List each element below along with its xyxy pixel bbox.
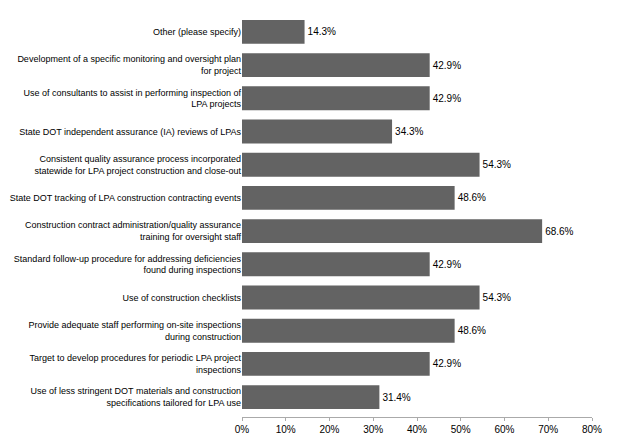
svg-text:80%: 80%: [582, 424, 602, 435]
svg-text:60%: 60%: [494, 424, 514, 435]
svg-text:Standard follow-up procedure f: Standard follow-up procedure for address…: [14, 254, 242, 276]
svg-text:Provide adequate staff perform: Provide adequate staff performing on-sit…: [29, 320, 242, 342]
svg-text:State DOT tracking of LPA cons: State DOT tracking of LPA construction c…: [10, 193, 242, 203]
svg-text:30%: 30%: [363, 424, 383, 435]
svg-text:Use of consultants to assist i: Use of consultants to assist in performi…: [23, 88, 241, 110]
svg-text:14.3%: 14.3%: [308, 26, 336, 37]
svg-text:68.6%: 68.6%: [545, 226, 573, 237]
svg-text:Development of a specific moni: Development of a specific monitoring and…: [17, 54, 241, 76]
svg-text:48.6%: 48.6%: [458, 192, 486, 203]
svg-text:42.9%: 42.9%: [433, 60, 461, 71]
svg-text:42.9%: 42.9%: [433, 259, 461, 270]
svg-text:42.9%: 42.9%: [433, 93, 461, 104]
svg-text:40%: 40%: [407, 424, 427, 435]
svg-text:State DOT independent assuranc: State DOT independent assurance (IA) rev…: [19, 127, 241, 137]
svg-text:Target to develop procedures f: Target to develop procedures for periodi…: [30, 353, 242, 375]
svg-text:Other (please specify): Other (please specify): [153, 27, 241, 37]
svg-text:48.6%: 48.6%: [458, 325, 486, 336]
svg-text:Use of construction checklists: Use of construction checklists: [122, 293, 241, 303]
svg-text:54.3%: 54.3%: [483, 159, 511, 170]
svg-text:70%: 70%: [538, 424, 558, 435]
svg-text:54.3%: 54.3%: [483, 292, 511, 303]
svg-text:50%: 50%: [451, 424, 471, 435]
svg-text:10%: 10%: [276, 424, 296, 435]
svg-text:20%: 20%: [319, 424, 339, 435]
svg-text:Consistent quality assurance p: Consistent quality assurance process inc…: [35, 154, 242, 176]
svg-text:0%: 0%: [235, 424, 250, 435]
svg-text:42.9%: 42.9%: [433, 358, 461, 369]
svg-text:Construction contract administ: Construction contract administration/qua…: [25, 220, 242, 242]
svg-text:31.4%: 31.4%: [382, 392, 410, 403]
svg-text:Use of less stringent DOT mate: Use of less stringent DOT materials and …: [31, 386, 241, 408]
svg-text:34.3%: 34.3%: [395, 126, 423, 137]
